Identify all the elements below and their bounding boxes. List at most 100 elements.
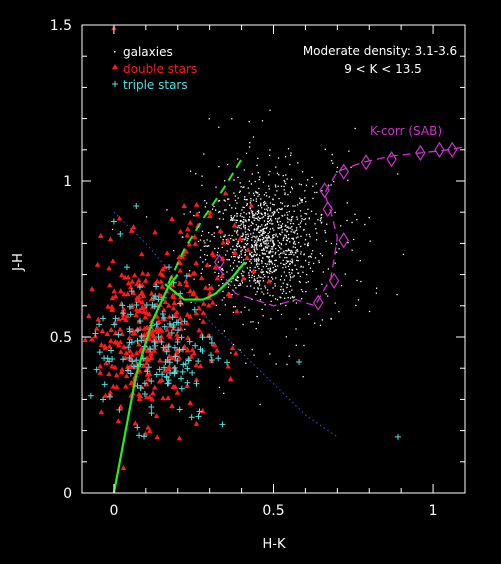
galaxy-point [199,239,202,241]
galaxy-point [321,190,323,192]
galaxy-point [272,266,274,269]
galaxy-point [253,219,256,221]
double-star-point [178,320,184,326]
galaxy-point [291,237,293,239]
galaxy-point [226,258,228,261]
galaxy-point [315,239,318,241]
galaxy-point [254,279,256,281]
galaxy-point [295,250,297,252]
galaxy-point [262,253,264,255]
triple-star-point [167,370,174,376]
kcorr-diamond [328,272,340,289]
galaxy-point [290,261,293,263]
galaxy-point [242,234,244,236]
triple-star-point [164,380,171,387]
double-star-point [148,351,154,357]
galaxy-point [232,218,234,220]
galaxy-point [275,233,277,235]
double-star-point [207,213,213,219]
galaxy-point [248,212,251,215]
galaxy-point [311,176,313,179]
double-star-point [97,369,103,375]
triple-star-point [134,337,141,344]
galaxy-point [298,223,300,226]
triple-star-point [163,374,170,381]
galaxy-point [254,244,257,247]
galaxy-point [206,239,208,241]
galaxy-point [274,247,277,250]
galaxy-point [273,211,276,213]
galaxy-point [311,250,314,252]
triple-star-point [106,393,113,400]
galaxy-point [264,240,266,242]
double-star-point [162,367,168,373]
galaxy-point [245,362,247,364]
galaxy-point [313,322,316,324]
galaxy-point [267,215,269,218]
galaxy-point [243,218,245,221]
galaxy-point [261,272,263,274]
kcorr-diamond [312,294,324,311]
double-star-point [207,290,213,296]
galaxy-point [235,278,237,280]
galaxy-point [232,216,235,219]
galaxy-point [223,392,225,395]
galaxy-point [369,240,371,242]
triple-star-point [151,303,158,310]
triple-star-point [175,327,182,334]
galaxy-point [233,219,235,221]
kcorr-diamond [319,182,330,199]
galaxy-point [299,202,301,204]
galaxy-point [217,261,220,263]
galaxy-point [261,252,263,254]
galaxy-point [254,236,256,238]
double-star-point [174,335,181,341]
galaxy-point [232,245,234,248]
galaxy-point [243,247,245,249]
kcorr-diamond [386,151,397,168]
galaxy-point [239,190,241,192]
galaxy-point [219,210,221,213]
double-star-point [120,314,126,320]
galaxy-point [270,270,272,273]
galaxy-point [267,255,269,258]
galaxy-point [354,127,356,130]
galaxy-point [305,223,307,225]
galaxy-point [305,290,307,293]
galaxy-point [252,222,254,225]
galaxy-point [266,226,268,229]
galaxy-point [274,259,276,262]
galaxy-point [259,230,261,232]
galaxy-point [276,265,279,267]
galaxy-point [233,179,235,181]
triple-star-point [394,433,401,440]
double-star-point [191,270,198,276]
double-star-point [146,336,153,342]
triple-star-point [133,357,140,364]
galaxy-point [238,245,240,247]
galaxy-point [293,275,295,277]
galaxy-point [264,253,266,255]
triple-star-point [161,364,168,371]
galaxy-point [314,191,316,194]
galaxy-point [306,179,309,181]
galaxy-point [255,217,257,219]
double-star-point [130,223,137,229]
galaxy-point [200,272,202,275]
double-star-point [187,219,194,225]
galaxy-point [246,199,248,201]
galaxy-point [260,230,262,232]
galaxy-point [218,386,221,389]
galaxy-point [218,166,220,168]
galaxy-point [264,287,267,289]
double-star-point [118,369,125,375]
galaxy-point [226,271,228,273]
galaxy-point [200,249,202,251]
galaxy-point [231,294,233,296]
galaxy-point [289,251,292,253]
galaxy-point [236,246,239,248]
galaxy-point [273,233,275,236]
double-star-point [126,335,133,341]
galaxy-point [270,318,272,320]
galaxy-point [268,196,271,198]
